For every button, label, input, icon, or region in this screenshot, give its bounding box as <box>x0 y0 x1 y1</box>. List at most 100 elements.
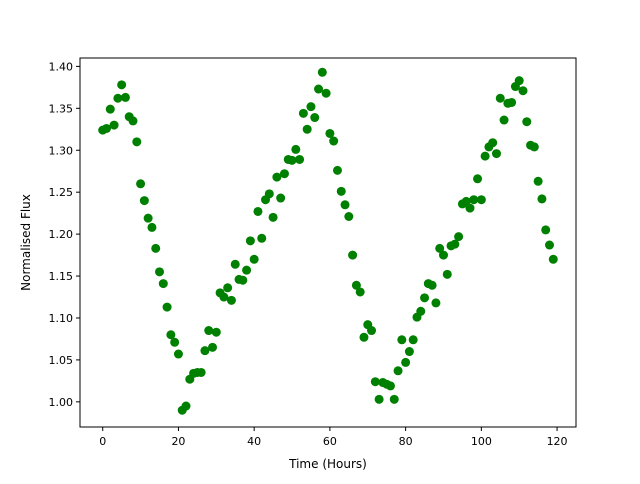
data-point <box>367 326 377 336</box>
data-point <box>385 381 395 391</box>
data-point <box>507 97 517 107</box>
data-point <box>329 136 339 146</box>
data-point <box>302 124 312 134</box>
data-point <box>548 254 558 264</box>
data-point <box>332 165 342 175</box>
data-point <box>476 195 486 205</box>
data-point <box>170 337 180 347</box>
data-point <box>109 120 119 130</box>
data-point <box>238 275 248 285</box>
data-point <box>321 88 331 98</box>
data-point <box>450 239 460 249</box>
data-point <box>147 222 157 232</box>
data-point <box>287 155 297 165</box>
data-point <box>355 287 365 297</box>
data-point <box>291 144 301 154</box>
data-point <box>438 250 448 260</box>
data-point <box>208 342 218 352</box>
data-point <box>276 193 286 203</box>
data-point <box>325 128 335 138</box>
data-point <box>196 367 206 377</box>
y-tick-label: 1.35 <box>49 102 74 115</box>
x-tick-label: 60 <box>323 435 337 448</box>
data-point <box>427 280 437 290</box>
data-point <box>529 142 539 152</box>
y-tick-label: 1.10 <box>49 312 74 325</box>
data-point <box>245 236 255 246</box>
data-point <box>310 113 320 123</box>
data-point <box>151 243 161 253</box>
y-tick-label: 1.40 <box>49 60 74 73</box>
data-point <box>461 196 471 206</box>
data-point <box>249 254 259 264</box>
x-tick-label: 100 <box>471 435 492 448</box>
data-point <box>317 67 327 77</box>
data-point <box>306 102 316 112</box>
data-points <box>98 67 558 415</box>
data-point <box>200 346 210 356</box>
data-point <box>132 137 142 147</box>
data-point <box>230 259 240 269</box>
data-point <box>401 357 411 367</box>
data-point <box>465 203 475 213</box>
data-point <box>420 293 430 303</box>
data-point <box>117 80 127 90</box>
data-point <box>389 394 399 404</box>
data-point <box>155 267 165 277</box>
data-point <box>128 116 138 126</box>
data-point <box>257 233 267 243</box>
data-point <box>279 169 289 179</box>
x-tick-label: 120 <box>547 435 568 448</box>
data-point <box>344 212 354 222</box>
data-point <box>173 349 183 359</box>
data-point <box>473 174 483 184</box>
data-point <box>442 269 452 279</box>
data-point <box>359 332 369 342</box>
data-point <box>469 195 479 205</box>
data-point <box>139 196 149 206</box>
data-point <box>136 179 146 189</box>
data-point <box>295 154 305 164</box>
y-tick-label: 1.00 <box>49 396 74 409</box>
data-point <box>488 138 498 148</box>
data-point <box>397 335 407 345</box>
x-tick-label: 40 <box>247 435 261 448</box>
y-axis-label: Normalised Flux <box>19 194 33 291</box>
data-point <box>370 377 380 387</box>
y-tick-label: 1.15 <box>49 270 74 283</box>
data-point <box>166 330 176 340</box>
data-point <box>298 108 308 118</box>
data-point <box>431 298 441 308</box>
data-point <box>393 366 403 376</box>
data-point <box>544 240 554 250</box>
y-tick-label: 1.20 <box>49 228 74 241</box>
data-point <box>268 212 278 222</box>
data-point <box>408 335 418 345</box>
plot-frame <box>79 57 577 428</box>
data-point <box>120 92 130 102</box>
data-point <box>143 213 153 223</box>
data-point <box>480 151 490 161</box>
data-point <box>105 104 115 114</box>
y-axis: 1.00 1.05 1.10 1.15 1.20 1.25 1.30 1.35 1.40 <box>49 60 80 409</box>
x-axis-label: Time (Hours) <box>288 457 367 471</box>
data-point <box>253 206 263 216</box>
x-tick-label: 80 <box>399 435 413 448</box>
data-point <box>514 76 524 86</box>
data-point <box>491 149 501 159</box>
data-point <box>314 84 324 94</box>
data-point <box>537 194 547 204</box>
data-point <box>435 243 445 253</box>
data-point <box>204 326 214 336</box>
data-point <box>348 250 358 260</box>
x-tick-label: 20 <box>171 435 185 448</box>
x-axis: 0 20 40 60 80 100 120 <box>99 427 568 448</box>
y-tick-label: 1.30 <box>49 144 74 157</box>
data-point <box>404 347 414 357</box>
data-point <box>219 292 229 302</box>
data-point <box>264 189 274 199</box>
data-point <box>113 93 123 103</box>
y-tick-label: 1.05 <box>49 354 74 367</box>
